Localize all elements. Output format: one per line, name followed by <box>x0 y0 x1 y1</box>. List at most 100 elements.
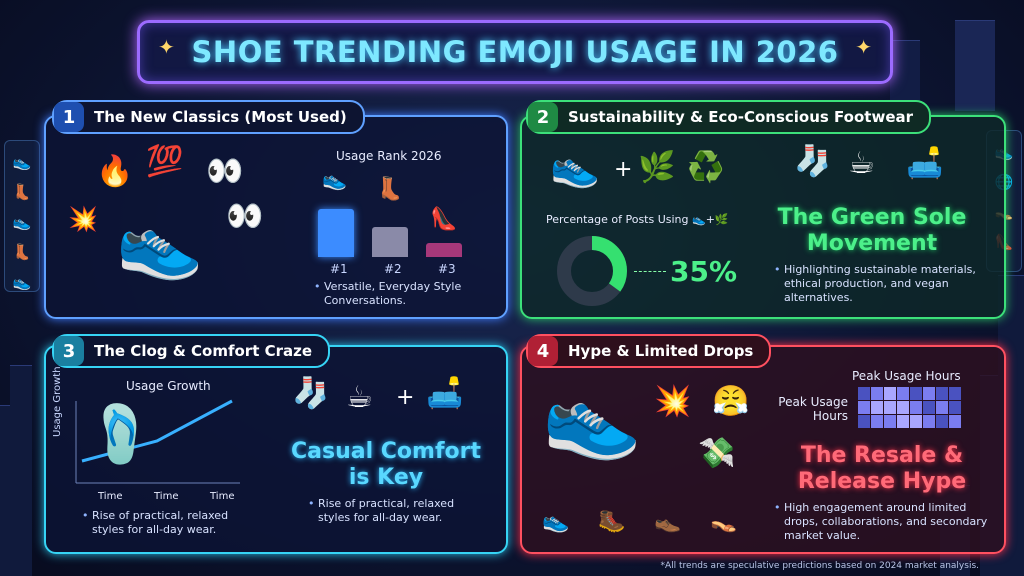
heatmap-cell <box>936 387 948 400</box>
panel3-title: 3 The Clog & Comfort Craze <box>52 334 331 368</box>
green-sole-heading: The Green Sole Movement <box>762 205 982 257</box>
recycle-icon: ♻️ <box>687 150 725 185</box>
panel2-title: 2 Sustainability & Eco-Conscious Footwea… <box>526 100 932 134</box>
heatmap-cell <box>949 415 961 428</box>
leader-line <box>634 271 666 272</box>
sneaker-icon: 👟 <box>12 213 32 231</box>
growth-line <box>81 399 233 463</box>
boot-icon: 🥾 <box>598 509 626 534</box>
steam-face-icon: 😤 <box>712 384 750 419</box>
sparkle-icon: ✦ <box>855 35 872 59</box>
rank-label: #2 <box>384 262 402 276</box>
heatmap-cell <box>949 401 961 414</box>
donut-label: Percentage of Posts Using 👟+🌿 <box>546 213 729 226</box>
socks-icon: 🧦 <box>292 376 330 411</box>
building <box>955 20 995 111</box>
growth-chart <box>75 399 240 484</box>
rank-chart: 👟 👢 👠 <box>314 167 462 257</box>
heatmap-cell <box>923 415 935 428</box>
heatmap-cell <box>884 415 896 428</box>
eyes-icon: 👀 <box>226 199 264 234</box>
heatmap-cell <box>884 401 896 414</box>
panel-number: 4 <box>528 336 558 366</box>
heatmap-cell <box>871 415 883 428</box>
rank-title: Usage Rank 2026 <box>336 149 442 163</box>
heading-line: is Key <box>348 465 424 490</box>
heatmap-cell <box>923 401 935 414</box>
sparkle-icon: ✦ <box>158 35 175 59</box>
heatmap-cell <box>897 401 909 414</box>
x-tick: Time <box>154 491 179 502</box>
heatmap-cell <box>871 387 883 400</box>
heatmap-cell <box>858 401 870 414</box>
building <box>10 365 32 576</box>
sneaker-icon: 👟 <box>12 273 32 291</box>
x-tick: Time <box>98 491 123 502</box>
hundred-icon: 💯 <box>146 144 184 179</box>
eyes-icon: 👀 <box>206 154 244 189</box>
herb-icon: 🌿 <box>638 150 676 185</box>
heatmap-cell <box>871 401 883 414</box>
coffee-icon: ☕ <box>848 146 875 181</box>
boom-icon: 💥 <box>68 205 98 233</box>
heatmap-side-label: Peak Usage Hours <box>778 395 848 423</box>
panel1-title: 1 The New Classics (Most Used) <box>52 100 365 134</box>
couch-icon: 🛋️ <box>906 146 944 181</box>
page-title: SHOE TRENDING EMOJI USAGE IN 2026 <box>191 35 839 69</box>
title-banner: ✦ SHOE TRENDING EMOJI USAGE IN 2026 ✦ <box>137 20 893 84</box>
panel4-title: 4 Hype & Limited Drops <box>526 334 772 368</box>
panel-title-text: The New Classics (Most Used) <box>94 108 347 126</box>
rank-label: #3 <box>438 262 456 276</box>
heatmap-cell <box>858 415 870 428</box>
rank-bar-1 <box>318 209 354 257</box>
rank-bar-2 <box>372 227 408 257</box>
casual-comfort-heading: Casual Comfort is Key <box>276 439 496 491</box>
heading-line: Casual Comfort <box>290 439 482 464</box>
socks-icon: 🧦 <box>794 144 832 179</box>
panel3-bullet-left: Rise of practical, relaxed styles for al… <box>82 509 262 537</box>
rank-bar-3 <box>426 243 462 257</box>
panel-number: 1 <box>54 102 84 132</box>
heatmap-cell <box>897 387 909 400</box>
boom-icon: 💥 <box>654 384 692 419</box>
shoe-icon: 👞 <box>654 509 682 534</box>
heading-line: Movement <box>806 231 938 256</box>
heatmap-cell <box>936 401 948 414</box>
panel-title-text: Hype & Limited Drops <box>568 342 754 360</box>
sneaker-icon: 👟 <box>116 201 204 283</box>
sneaker-icon: 👟 <box>12 153 32 171</box>
heatmap-cell <box>858 387 870 400</box>
plus-icon: + <box>396 385 415 410</box>
heatmap-title: Peak Usage Hours <box>852 369 961 383</box>
donut-chart <box>557 236 627 306</box>
couch-icon: 🛋️ <box>426 376 464 411</box>
donut-slice <box>557 236 627 306</box>
panel-new-classics: 🔥 💯 👀 👀 💥 👟 Usage Rank 2026 👟 👢 👠 #1 #2 … <box>44 115 508 319</box>
heading-line: The Resale & <box>800 443 964 468</box>
panel-clog-comfort: Usage Growth Usage Growth 🩴 Time Time Ti… <box>44 345 508 554</box>
percent-value: 35% <box>670 255 738 288</box>
heatmap-cell <box>910 401 922 414</box>
panel1-bullet: Versatile, Everyday Style Conversations. <box>314 280 494 308</box>
footnote: *All trends are speculative predictions … <box>660 561 980 571</box>
panel-hype-drops: 👟 💥 😤 💸 👟 🥾 👞 👡 Peak Usage Hours Peak Us… <box>520 345 1006 554</box>
heatmap-cell <box>910 387 922 400</box>
panel4-bullet: High engagement around limited drops, co… <box>774 501 994 543</box>
heatmap-cell <box>949 387 961 400</box>
boot-icon: 👢 <box>12 183 32 201</box>
panel-sustainability: 👟 + 🌿 ♻️ Percentage of Posts Using 👟+🌿 3… <box>520 115 1006 319</box>
panel-number: 2 <box>528 102 558 132</box>
rank-label: #1 <box>330 262 348 276</box>
left-icon-rail: 👟 👢 👟 👢 👟 <box>4 140 40 292</box>
heatmap-cell <box>910 415 922 428</box>
y-axis-label: Usage Growth <box>52 366 63 437</box>
x-tick: Time <box>210 491 235 502</box>
sneaker-icon: 👟 <box>322 167 347 191</box>
heading-line: Release Hype <box>797 469 967 494</box>
clog-icon: 🩴 <box>86 402 156 467</box>
heatmap-grid <box>858 387 962 429</box>
fire-icon: 🔥 <box>96 154 134 189</box>
boot-icon: 👢 <box>376 177 404 202</box>
resale-heading: The Resale & Release Hype <box>772 443 992 495</box>
sneaker-icon: 👟 <box>550 144 600 190</box>
